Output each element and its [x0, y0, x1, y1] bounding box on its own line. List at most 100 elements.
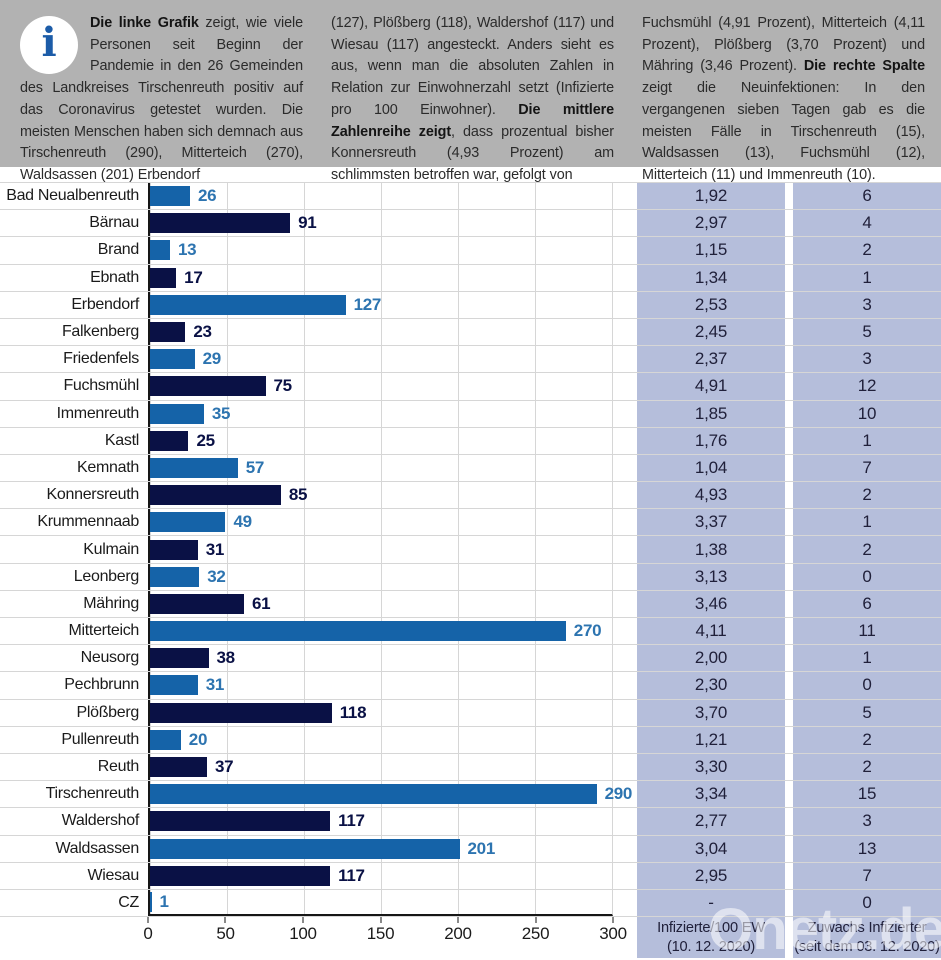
cases-bar [150, 757, 207, 778]
x-axis-tick [147, 917, 149, 924]
info-text-col1: i Die linke Grafik zeigt, wie viele Pers… [20, 13, 303, 183]
bar-track: 75 [148, 373, 613, 400]
municipality-row: Bärnau 91 2,97 4 [0, 210, 941, 238]
cases-value-label: 26 [198, 186, 217, 206]
bar-track: 17 [148, 264, 613, 291]
cases-value-label: 35 [211, 403, 231, 423]
cases-bar [150, 376, 266, 397]
municipality-label: Waldsassen [55, 839, 139, 857]
per100-cell: 3,04 [637, 835, 785, 862]
municipality-row: Tirschenreuth 290 3,34 15 [0, 781, 941, 809]
new-infections-cell: 6 [793, 183, 941, 210]
cases-value-label: 1 [159, 891, 169, 911]
municipality-row: Fuchsmühl 75 4,91 12 [0, 373, 941, 401]
municipality-label: Tirschenreuth [45, 785, 140, 803]
info-text-1: Die linke Grafik zeigt, wie viele Person… [20, 15, 303, 183]
per100-cell: - [637, 889, 785, 917]
info-text-col3: Fuchsmühl (4,91 Prozent), Mitterteich (4… [642, 13, 925, 183]
municipality-row: Waldershof 117 2,77 3 [0, 808, 941, 836]
municipality-label: Neusorg [80, 649, 140, 667]
bar-track: 290 [148, 781, 632, 808]
bar-track: 117 [148, 808, 613, 835]
cases-value-label: 31 [205, 539, 225, 559]
cases-bar [150, 349, 195, 370]
info-i-glyph: i [41, 19, 57, 66]
new-infections-cell: 4 [793, 210, 941, 237]
municipality-row: Mähring 61 3,46 6 [0, 590, 941, 618]
cases-value-label: 118 [339, 702, 367, 722]
municipality-row: Friedenfels 29 2,37 3 [0, 346, 941, 374]
new-infections-cell: 15 [793, 781, 941, 808]
cases-bar [150, 213, 291, 234]
municipality-row: Leonberg 32 3,13 0 [0, 563, 941, 591]
cases-value-label: 117 [338, 865, 365, 885]
municipality-row: Brand 13 1,15 2 [0, 237, 941, 265]
cases-value-label: 91 [298, 213, 317, 233]
municipality-label: Pullenreuth [61, 730, 139, 748]
per100-cell: 3,34 [637, 781, 785, 808]
x-axis-tick-label: 0 [143, 924, 153, 944]
cases-value-label: 29 [202, 349, 222, 369]
new-infections-cell: 2 [793, 237, 941, 264]
municipality-label: Mitterteich [68, 622, 140, 640]
municipality-label: Reuth [97, 758, 140, 776]
x-axis-tick-label: 50 [216, 924, 235, 944]
municipality-label: Wiesau [87, 866, 139, 884]
x-axis: 0 50 100 150 200 250 300 [143, 917, 627, 958]
municipality-label: Erbendorf [71, 295, 139, 313]
new-infections-cell: 2 [793, 726, 941, 753]
per100-cell: 4,11 [637, 618, 785, 645]
municipality-label: Friedenfels [63, 350, 139, 368]
cases-bar [150, 865, 331, 886]
per100-header-line1: Infizierte/100 EW [657, 920, 765, 937]
bar-track: 37 [148, 753, 613, 781]
per100-cell: 1,76 [637, 427, 785, 454]
cases-bar [150, 891, 152, 912]
new-infections-cell: 1 [793, 645, 941, 672]
municipality-label: Kulmain [83, 540, 139, 558]
bar-track: 201 [148, 835, 613, 862]
new-infections-cell: 12 [793, 373, 941, 400]
municipality-label: Brand [97, 241, 140, 259]
cases-bar [150, 512, 226, 533]
municipality-row: Waldsassen 201 3,04 13 [0, 835, 941, 863]
municipality-label: Bad Neualbenreuth [6, 187, 139, 205]
per100-cell: 1,04 [637, 454, 785, 482]
x-axis-tick-label: 250 [521, 924, 550, 944]
cases-bar [150, 240, 171, 261]
municipality-label: Leonberg [73, 567, 140, 585]
new-infections-cell: 1 [793, 509, 941, 536]
per100-cell: 1,15 [637, 237, 785, 264]
municipality-label: Mähring [83, 594, 139, 612]
per100-column-header: Infizierte/100 EW (10. 12. 2020) [637, 917, 785, 959]
cases-bar [150, 811, 331, 832]
cases-bar [150, 457, 238, 478]
municipality-label: CZ [118, 893, 139, 911]
x-axis-tick-label: 150 [366, 924, 395, 944]
cases-value-label: 117 [338, 811, 365, 831]
cases-value-label: 32 [207, 566, 226, 586]
chart-footer: 0 50 100 150 200 250 300 Infizierte/100 EW (10… [0, 917, 941, 959]
municipality-label: Immenreuth [56, 404, 140, 422]
new-infections-cell: 3 [793, 291, 941, 318]
per100-cell: 4,91 [637, 373, 785, 400]
cases-value-label: 270 [573, 621, 602, 641]
municipality-row: Bad Neualbenreuth 26 1,92 6 [0, 183, 941, 211]
bar-track: 85 [148, 482, 613, 509]
x-axis-tick [535, 917, 536, 924]
bar-track: 38 [148, 645, 613, 672]
municipality-label: Bärnau [89, 214, 139, 232]
municipality-row: Reuth 37 3,30 2 [0, 753, 941, 782]
per100-cell: 2,97 [637, 210, 785, 237]
new-infections-cell: 0 [793, 563, 941, 590]
cases-value-label: 57 [245, 457, 265, 477]
municipality-row: Wiesau 117 2,95 7 [0, 862, 941, 890]
municipality-label: Pechbrunn [64, 676, 139, 694]
per100-cell: 2,00 [637, 645, 785, 672]
cases-bar [150, 784, 597, 805]
cases-value-label: 49 [233, 512, 252, 532]
x-axis-tick [612, 917, 614, 924]
cases-bar [150, 539, 198, 560]
municipality-row: Kemnath 57 1,04 7 [0, 454, 941, 483]
